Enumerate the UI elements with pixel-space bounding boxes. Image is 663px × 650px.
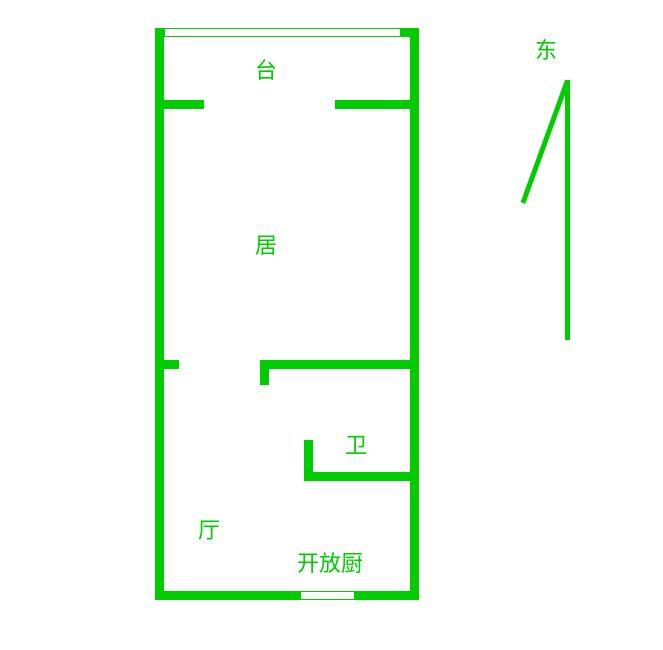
balcony-right-stub [335, 100, 410, 109]
mid-right-stub [260, 360, 410, 369]
bath-bottom-h [304, 472, 410, 481]
balcony-top-door [164, 28, 401, 37]
label-kitchen: 开放厨 [297, 553, 363, 575]
compass-stem-icon [565, 80, 570, 340]
outer-wall-bottom [155, 591, 419, 600]
label-balcony: 台 [255, 60, 277, 82]
mid-right-down [260, 360, 269, 385]
balcony-left-stub [164, 100, 204, 109]
compass-arrow-icon [521, 80, 570, 204]
label-bedroom: 居 [255, 235, 277, 257]
outer-wall-right [410, 28, 419, 600]
mid-left-stub [164, 360, 179, 369]
entry-bottom-door [300, 591, 355, 600]
label-living: 厅 [198, 520, 220, 542]
label-bath: 卫 [345, 435, 367, 457]
label-east: 东 [535, 40, 557, 62]
outer-wall-left [155, 28, 164, 600]
